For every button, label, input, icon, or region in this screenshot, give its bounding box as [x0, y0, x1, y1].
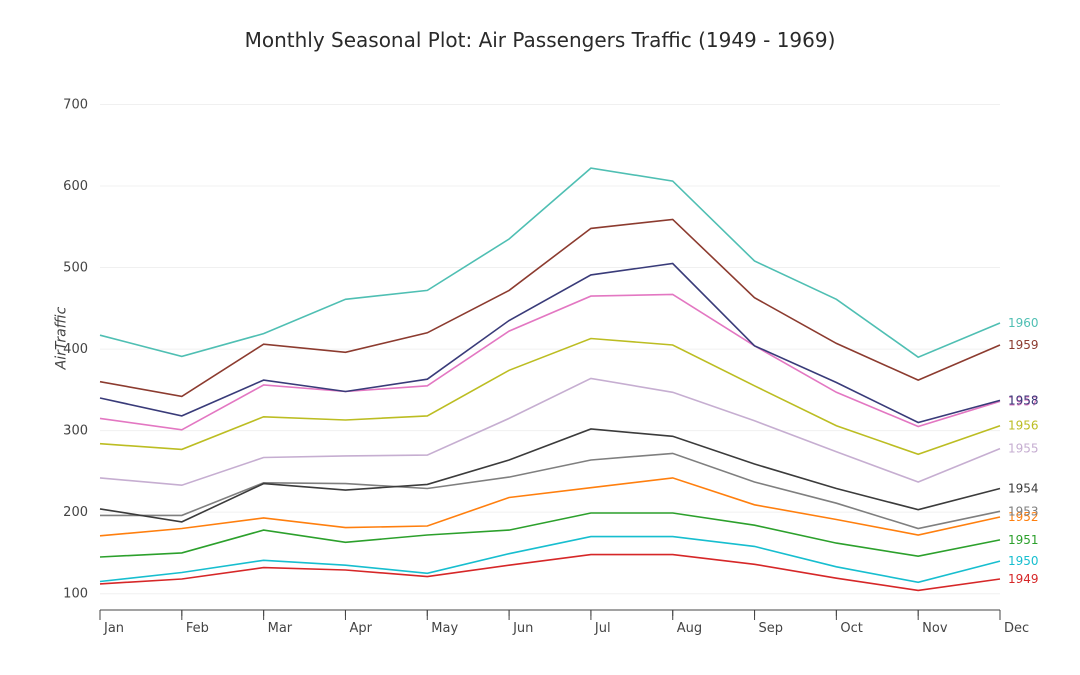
seasonal-line-chart: Monthly Seasonal Plot: Air Passengers Tr… — [0, 0, 1080, 675]
x-tick-label: Nov — [922, 621, 948, 636]
legend-1956: 1956 — [1008, 419, 1039, 433]
y-tick-label: 600 — [63, 179, 88, 194]
x-tick-label: Mar — [268, 621, 293, 636]
y-tick-label: 500 — [63, 261, 88, 276]
legend-1950: 1950 — [1008, 554, 1039, 568]
series-1959 — [100, 219, 1000, 396]
plot-svg: Jan Feb Mar Apr May Jun Jul Aug Sep Oct Nov Dec 100 2… — [0, 0, 1080, 675]
series-1951 — [100, 513, 1000, 557]
series-1952 — [100, 478, 1000, 536]
legend-1953: 1953 — [1008, 504, 1039, 518]
legend-1955: 1955 — [1008, 442, 1039, 456]
x-tick-label: Apr — [349, 621, 372, 636]
x-tick-label: Jul — [594, 621, 611, 636]
y-tick-label: 400 — [63, 342, 88, 357]
series-1960 — [100, 168, 1000, 357]
x-tick-label: Feb — [186, 621, 209, 636]
x-tick-label: Oct — [840, 621, 862, 636]
legend-1951: 1951 — [1008, 533, 1039, 547]
series-1954 — [100, 429, 1000, 522]
x-tick-label: Dec — [1004, 621, 1029, 636]
legend-1958: 1958 — [1008, 393, 1039, 407]
y-tick-label: 100 — [63, 587, 88, 602]
legend-1954: 1954 — [1008, 482, 1039, 496]
x-tick-label: May — [431, 621, 458, 636]
y-tick-label: 300 — [63, 424, 88, 439]
x-tick-label: Jun — [512, 621, 533, 636]
x-tick-label: Sep — [759, 621, 784, 636]
y-tick-label: 700 — [63, 97, 88, 112]
x-tick-label: Aug — [677, 621, 702, 636]
series-1953 — [100, 453, 1000, 528]
y-tick-label: 200 — [63, 505, 88, 520]
legend-1949: 1949 — [1008, 572, 1039, 586]
legend-1960: 1960 — [1008, 316, 1039, 330]
legend-1959: 1959 — [1008, 338, 1039, 352]
x-tick-label: Jan — [103, 621, 124, 636]
